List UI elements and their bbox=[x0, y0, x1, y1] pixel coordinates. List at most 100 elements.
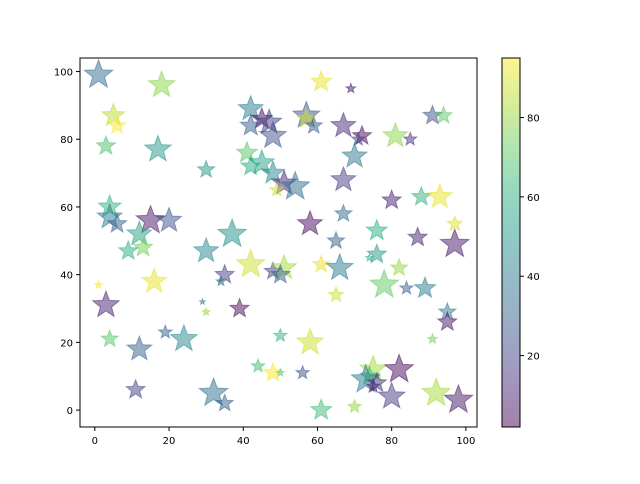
star-point-76 bbox=[99, 328, 120, 348]
star-point-31 bbox=[268, 181, 285, 197]
y-tick-label-80: 80 bbox=[60, 135, 73, 146]
star-point-1 bbox=[146, 69, 177, 98]
x-tick-label-20: 20 bbox=[163, 436, 176, 447]
star-point-67 bbox=[398, 279, 415, 296]
y-axis: 0 20 40 60 80 100 bbox=[54, 68, 80, 417]
star-point-81 bbox=[295, 326, 325, 355]
star-point-95 bbox=[214, 392, 235, 412]
colorbar-tick-label-20: 20 bbox=[527, 352, 540, 363]
star-point-21 bbox=[95, 134, 117, 156]
star-point-20 bbox=[258, 120, 288, 149]
star-point-43 bbox=[445, 214, 464, 232]
star-point-13 bbox=[329, 111, 358, 138]
star-point-100 bbox=[442, 383, 475, 414]
star-point-92 bbox=[365, 377, 382, 394]
star-point-0 bbox=[82, 58, 115, 89]
star-point-82 bbox=[426, 332, 439, 345]
star-point-27 bbox=[248, 148, 276, 175]
star-point-63 bbox=[365, 242, 388, 264]
colorbar-frame bbox=[501, 57, 521, 428]
star-point-46 bbox=[132, 236, 154, 257]
star-point-40 bbox=[106, 212, 128, 234]
star-point-33 bbox=[380, 188, 403, 210]
star-point-53 bbox=[91, 289, 121, 318]
star-point-39 bbox=[155, 206, 183, 233]
star-point-57 bbox=[235, 248, 267, 278]
y-tick-label-60: 60 bbox=[60, 203, 73, 214]
star-point-78 bbox=[169, 323, 199, 352]
star-point-17 bbox=[433, 105, 454, 124]
star-point-75 bbox=[228, 297, 251, 318]
colorbar-gradient bbox=[502, 58, 520, 427]
y-tick-label-20: 20 bbox=[60, 338, 73, 349]
star-point-69 bbox=[214, 275, 228, 287]
x-tick-label-60: 60 bbox=[311, 436, 324, 447]
star-point-68 bbox=[413, 275, 437, 299]
colorbar: 20 40 60 80 bbox=[501, 57, 540, 428]
star-point-66 bbox=[368, 268, 400, 299]
star-point-56 bbox=[213, 263, 236, 284]
star-point-2 bbox=[309, 69, 333, 92]
star-point-30 bbox=[279, 170, 311, 200]
star-point-41 bbox=[296, 209, 324, 236]
star-point-52 bbox=[439, 227, 471, 258]
star-point-74 bbox=[200, 306, 212, 317]
star-point-73 bbox=[198, 297, 207, 306]
star-point-4 bbox=[100, 102, 127, 127]
star-point-62 bbox=[325, 252, 355, 281]
star-point-79 bbox=[125, 334, 154, 361]
star-point-51 bbox=[406, 225, 429, 247]
star-point-72 bbox=[436, 310, 459, 332]
star-point-61 bbox=[311, 254, 332, 273]
star-point-99 bbox=[420, 376, 452, 407]
star-point-26 bbox=[196, 159, 217, 179]
colorbar-tick-label-40: 40 bbox=[527, 272, 540, 283]
star-point-44 bbox=[125, 219, 154, 246]
y-tick-label-100: 100 bbox=[54, 68, 73, 79]
star-point-15 bbox=[350, 130, 367, 147]
star-point-18 bbox=[381, 121, 410, 148]
star-point-80 bbox=[272, 327, 289, 343]
y-tick-label-40: 40 bbox=[60, 271, 73, 282]
colorbar-ticks: 20 40 60 80 bbox=[520, 114, 540, 363]
star-point-19 bbox=[402, 130, 419, 147]
x-tick-label-0: 0 bbox=[92, 436, 98, 447]
star-point-3 bbox=[344, 82, 357, 94]
x-axis: 0 20 40 60 80 100 bbox=[92, 427, 475, 447]
star-point-22 bbox=[143, 133, 173, 162]
star-point-45 bbox=[216, 217, 248, 248]
star-point-83 bbox=[250, 357, 267, 373]
star-point-42 bbox=[333, 203, 354, 223]
star-point-49 bbox=[365, 218, 389, 241]
colorbar-tick-label-80: 80 bbox=[527, 114, 540, 125]
x-tick-label-40: 40 bbox=[237, 436, 250, 447]
star-point-98 bbox=[376, 381, 407, 410]
star-point-70 bbox=[327, 285, 345, 303]
star-point-12 bbox=[303, 115, 324, 135]
star-point-55 bbox=[140, 267, 168, 294]
star-point-85 bbox=[275, 367, 286, 378]
star-point-38 bbox=[134, 204, 167, 234]
star-point-77 bbox=[157, 323, 174, 340]
star-point-60 bbox=[269, 263, 292, 284]
star-point-65 bbox=[389, 257, 409, 277]
points-layer bbox=[82, 58, 475, 421]
star-point-86 bbox=[294, 364, 311, 380]
star-point-5 bbox=[107, 115, 128, 135]
star-point-97 bbox=[346, 398, 363, 414]
star-point-47 bbox=[117, 239, 140, 261]
star-point-9 bbox=[238, 113, 263, 136]
star-point-28 bbox=[260, 159, 286, 184]
star-point-48 bbox=[192, 236, 220, 263]
star-point-94 bbox=[197, 376, 230, 407]
star-point-23 bbox=[235, 140, 259, 163]
star-point-8 bbox=[255, 107, 283, 134]
star-point-50 bbox=[326, 230, 346, 250]
star-point-64 bbox=[364, 252, 375, 263]
star-point-54 bbox=[93, 279, 104, 290]
x-tick-label-100: 100 bbox=[456, 436, 475, 447]
star-point-91 bbox=[383, 353, 415, 383]
plot-frame bbox=[79, 57, 478, 428]
star-point-93 bbox=[124, 378, 147, 400]
